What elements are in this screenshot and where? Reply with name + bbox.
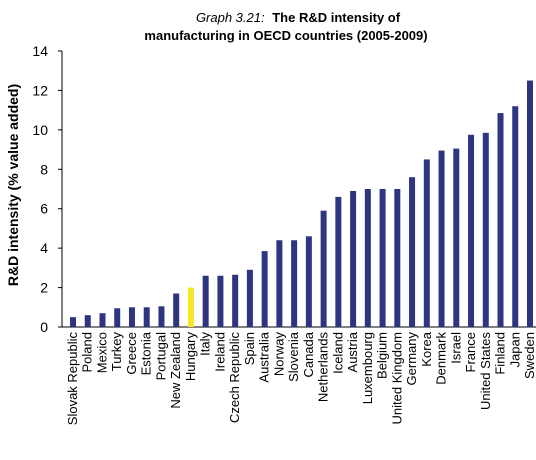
bar-australia (261, 251, 268, 327)
x-tick-label: Denmark (434, 332, 449, 385)
x-tick-label: Poland (80, 332, 95, 372)
bar-czech-republic (232, 274, 239, 327)
bars (70, 80, 533, 327)
x-tick-label: New Zealand (168, 332, 183, 409)
bar-slovenia (291, 240, 298, 327)
x-tick-label: Finland (493, 332, 508, 375)
x-tick-label: Belgium (375, 332, 390, 379)
x-tick-label: Hungary (183, 332, 198, 382)
x-tick-label: Germany (404, 332, 419, 386)
x-tick-label: Estonia (139, 331, 154, 375)
bar-finland (497, 113, 504, 327)
bar-mexico (99, 313, 106, 327)
bar-denmark (438, 150, 445, 327)
x-tick-label: Greece (124, 332, 139, 375)
bar-belgium (379, 189, 386, 327)
x-tick-label: Korea (419, 331, 434, 366)
bar-canada (305, 236, 312, 327)
y-tick-label: 0 (40, 319, 48, 335)
x-tick-label: Canada (301, 331, 316, 377)
x-tick-label: Japan (507, 332, 522, 367)
y-tick-label: 2 (40, 280, 48, 296)
x-tick-label: Netherlands (316, 332, 331, 403)
bar-estonia (143, 307, 150, 327)
x-tick-label: United Kingdom (389, 332, 404, 425)
bar-france (468, 134, 475, 327)
chart-title-main: The R&D intensity of (272, 10, 401, 25)
bar-portugal (158, 306, 165, 327)
x-tick-label: Spain (242, 332, 257, 365)
bar-norway (276, 240, 283, 327)
x-tick-label: Slovak Republic (65, 332, 80, 426)
bar-slovak-republic (70, 317, 76, 327)
x-tick-label: Norway (271, 332, 286, 377)
y-axis-label: R&D intensity (% value added) (5, 84, 21, 286)
x-tick-label: Ireland (212, 332, 227, 372)
bar-united-states (482, 132, 489, 327)
y-ticks: 0 2 4 6 8 10 12 14 (32, 43, 62, 335)
chart-title-line2: manufacturing in OECD countries (2005-20… (144, 28, 427, 43)
bar-united-kingdom (394, 189, 401, 327)
x-tick-label: Mexico (94, 332, 109, 373)
y-tick-label: 6 (40, 201, 48, 217)
x-tick-label: Sweden (522, 332, 536, 379)
x-tick-label: Turkey (109, 332, 124, 372)
y-tick-label: 8 (40, 161, 48, 177)
bar-spain (246, 269, 253, 327)
bar-poland (84, 315, 91, 327)
bar-korea (423, 159, 430, 327)
x-tick-label: Israel (448, 332, 463, 364)
x-tick-label: Czech Republic (227, 332, 242, 424)
bar-austria (350, 190, 357, 327)
y-tick-label: 12 (32, 82, 48, 98)
bar-iceland (335, 196, 342, 327)
bar-germany (409, 177, 416, 327)
x-tick-label: Italy (198, 332, 213, 356)
x-tick-label: France (463, 332, 478, 372)
x-tick-label: Australia (257, 331, 272, 382)
bar-japan (512, 106, 519, 327)
bar-greece (128, 307, 135, 327)
bar-israel (453, 148, 460, 327)
bar-italy (202, 275, 209, 327)
chart-title-prefix: Graph 3.21: (196, 10, 265, 25)
bar-turkey (114, 308, 121, 327)
bar-luxembourg (364, 189, 371, 327)
x-tick-label: Luxembourg (360, 332, 375, 404)
x-tick-label: Portugal (153, 332, 168, 381)
y-tick-label: 10 (32, 122, 48, 138)
x-tick-label: United States (478, 332, 493, 411)
y-tick-label: 14 (32, 43, 48, 59)
x-tick-label: Slovenia (286, 331, 301, 382)
bar-sweden (527, 80, 533, 327)
bar-new-zealand (173, 293, 180, 327)
x-tick-label: Austria (345, 331, 360, 372)
y-tick-label: 4 (40, 240, 48, 256)
x-tick-label: Iceland (330, 332, 345, 374)
chart-title-line1: Graph 3.21: The R&D intensity of (196, 10, 401, 25)
bar-ireland (217, 275, 224, 327)
bar-hungary (187, 287, 194, 327)
x-ticks: Slovak Republic Poland Mexico Turkey Greece E… (65, 331, 536, 425)
bar-netherlands (320, 210, 327, 327)
